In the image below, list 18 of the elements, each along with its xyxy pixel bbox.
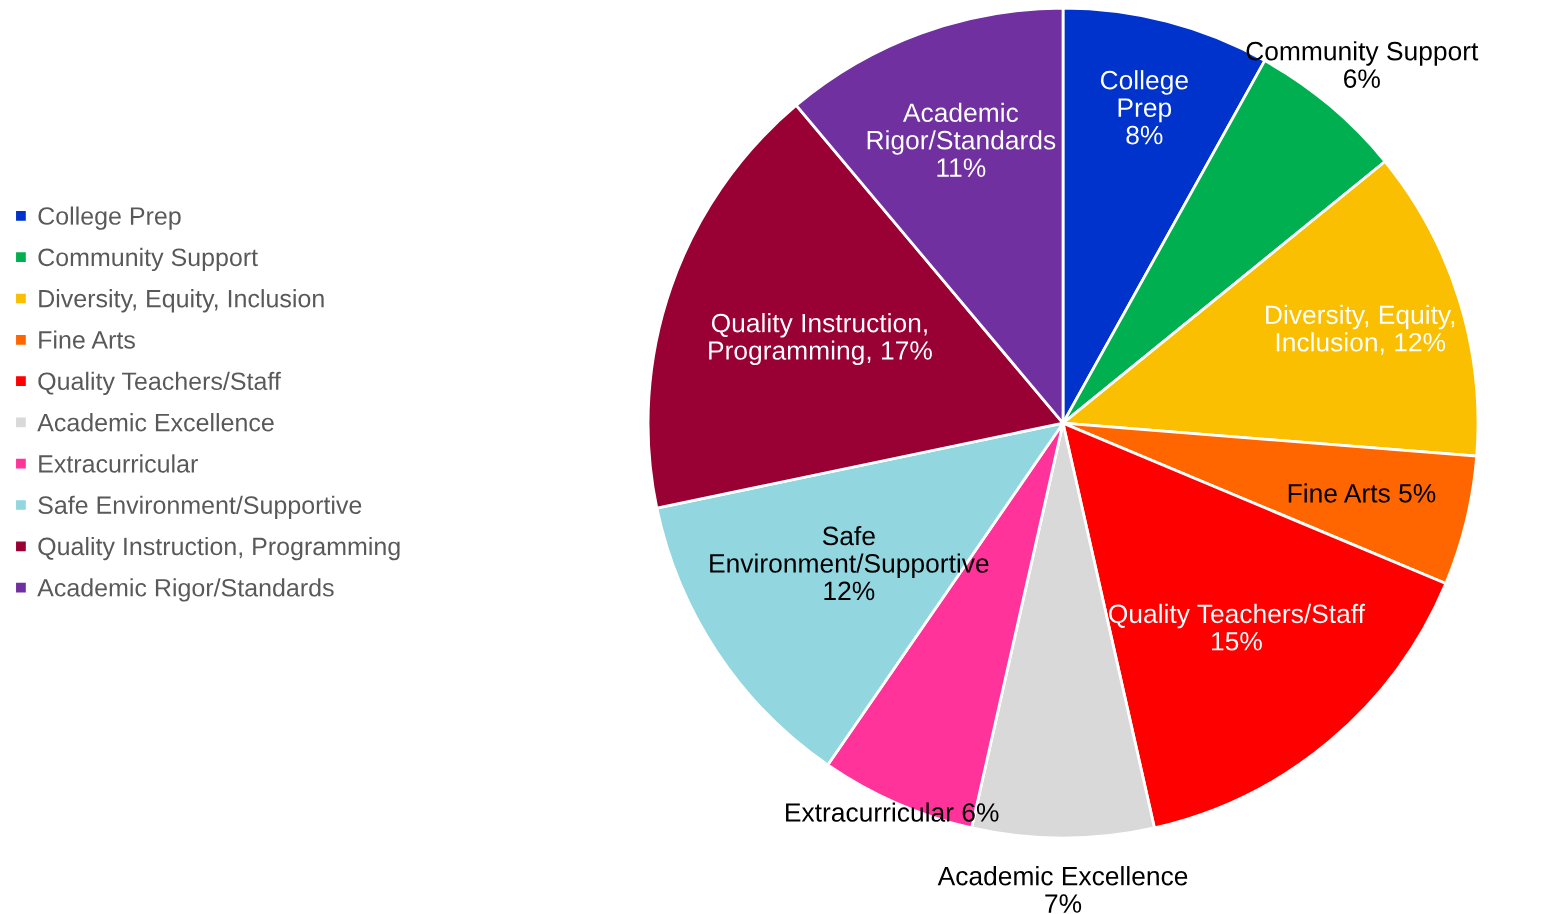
data-label: Quality Instruction, Programming, 17% — [709, 313, 932, 366]
data-label: College Prep 8% — [1100, 70, 1188, 145]
legend-label: Fine Arts — [39, 330, 135, 349]
data-label: Quality Teachers/Staff 15% — [1109, 603, 1366, 651]
legend-label: Safe Environment/Supportive — [38, 495, 362, 519]
legend-label: Academic Excellence — [37, 413, 274, 432]
data-label: Academic Rigor/Standards 11% — [867, 102, 1056, 177]
data-label: Fine Arts 5% — [1288, 483, 1436, 503]
legend-label: Quality Instruction, Programming — [38, 536, 400, 561]
data-label: Diversity, Equity, Inclusion, 12% — [1266, 304, 1455, 355]
legend-label: Community Support — [38, 247, 258, 272]
legend-label: Quality Teachers/Staff — [38, 371, 281, 396]
legend-label: College Prep — [38, 206, 181, 230]
legend-label: Academic Rigor/Standards — [37, 578, 334, 602]
legend-label: Extracurricular — [39, 454, 198, 473]
data-label: Community Support 6% — [1246, 41, 1479, 88]
data-label: Academic Excellence 7% — [937, 866, 1188, 913]
legend-label: Diversity, Equity, Inclusion — [39, 289, 324, 313]
